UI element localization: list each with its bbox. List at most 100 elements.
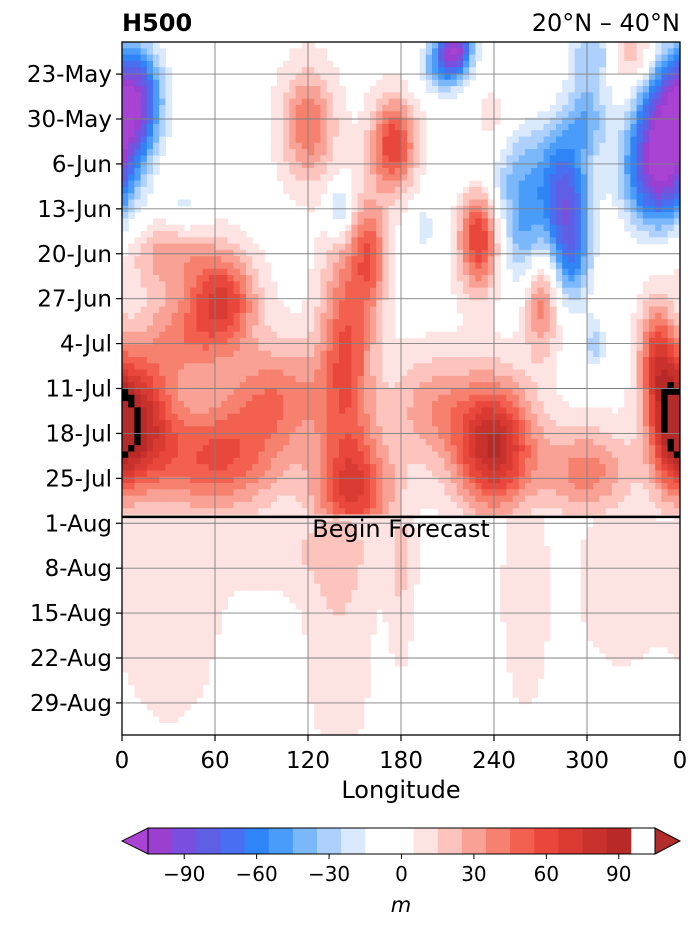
field-cell bbox=[605, 501, 613, 509]
field-cell bbox=[277, 413, 284, 421]
field-cell bbox=[376, 105, 383, 112]
field-cell bbox=[481, 501, 489, 509]
field-cell bbox=[270, 483, 278, 490]
field-cell bbox=[264, 306, 272, 314]
field-cell bbox=[649, 312, 656, 320]
field-cell bbox=[611, 438, 619, 446]
field-cell bbox=[655, 136, 662, 144]
field-cell bbox=[382, 123, 390, 131]
field-cell bbox=[419, 237, 427, 245]
field-cell bbox=[289, 73, 297, 81]
field-cell bbox=[382, 218, 390, 226]
field-cell bbox=[599, 161, 607, 169]
field-cell bbox=[289, 363, 297, 371]
field-cell bbox=[128, 483, 135, 490]
field-cell bbox=[196, 489, 204, 497]
field-cell bbox=[388, 149, 396, 156]
field-cell bbox=[456, 476, 464, 484]
field-cell bbox=[153, 48, 160, 56]
field-cell bbox=[221, 312, 228, 320]
field-cell bbox=[655, 470, 662, 478]
field-cell bbox=[146, 457, 154, 465]
field-cell bbox=[487, 344, 495, 352]
field-cell bbox=[252, 294, 259, 301]
field-cell bbox=[432, 445, 439, 453]
field-cell bbox=[500, 501, 507, 509]
field-cell bbox=[549, 420, 557, 427]
field-cell bbox=[419, 489, 427, 497]
field-cell bbox=[339, 92, 346, 100]
field-cell bbox=[661, 306, 669, 314]
field-cell bbox=[270, 369, 278, 377]
field-cell bbox=[611, 123, 619, 131]
field-cell bbox=[463, 42, 470, 49]
field-cell bbox=[401, 105, 408, 112]
field-cell bbox=[636, 489, 644, 497]
field-cell bbox=[320, 508, 328, 516]
field-cell bbox=[636, 495, 644, 503]
field-cell bbox=[543, 432, 551, 440]
field-cell bbox=[301, 105, 309, 112]
field-cell bbox=[320, 130, 328, 138]
field-cell bbox=[537, 275, 545, 282]
field-cell bbox=[537, 237, 545, 245]
field-cell bbox=[165, 382, 173, 390]
field-cell bbox=[177, 224, 185, 232]
field-cell bbox=[351, 174, 359, 182]
field-cell bbox=[661, 294, 669, 301]
field-cell bbox=[487, 350, 495, 358]
field-cell bbox=[190, 338, 197, 345]
field-cell bbox=[667, 224, 675, 232]
field-cell bbox=[171, 319, 179, 327]
field-cell bbox=[233, 237, 241, 245]
field-cell bbox=[593, 325, 600, 333]
field-cell bbox=[401, 483, 408, 490]
field-cell bbox=[363, 438, 371, 446]
field-cell bbox=[525, 483, 532, 490]
field-cell bbox=[419, 464, 427, 471]
field-cell bbox=[258, 357, 266, 364]
field-cell bbox=[159, 508, 166, 516]
field-cell bbox=[264, 382, 272, 390]
field-cell bbox=[394, 155, 402, 163]
field-cell bbox=[661, 331, 669, 339]
field-cell bbox=[382, 294, 390, 301]
field-cell bbox=[518, 369, 526, 377]
field-cell bbox=[339, 495, 346, 503]
field-cell bbox=[277, 464, 284, 471]
field-cell bbox=[146, 149, 154, 156]
field-cell bbox=[401, 350, 408, 358]
field-cell bbox=[630, 42, 638, 49]
field-cell bbox=[140, 319, 148, 327]
field-cell bbox=[332, 432, 340, 440]
field-cell bbox=[295, 357, 303, 364]
field-cell bbox=[270, 375, 278, 383]
field-cell bbox=[134, 401, 142, 408]
field-cell bbox=[481, 268, 489, 276]
field-cell bbox=[673, 495, 680, 503]
field-cell bbox=[128, 445, 135, 453]
field-cell bbox=[289, 54, 297, 62]
field-cell bbox=[463, 394, 470, 402]
field-cell bbox=[611, 117, 619, 125]
field-cell bbox=[295, 363, 303, 371]
field-cell bbox=[233, 464, 241, 471]
field-cell bbox=[649, 212, 656, 219]
field-cell bbox=[258, 394, 266, 402]
field-cell bbox=[543, 501, 551, 509]
field-cell bbox=[537, 325, 545, 333]
field-cell bbox=[568, 464, 576, 471]
field-cell bbox=[357, 363, 365, 371]
field-cell bbox=[549, 212, 557, 219]
field-cell bbox=[518, 388, 526, 396]
field-cell bbox=[153, 73, 160, 81]
field-cell bbox=[246, 294, 253, 301]
field-cell bbox=[196, 407, 204, 415]
field-cell bbox=[171, 369, 179, 377]
field-cell bbox=[444, 457, 452, 465]
field-cell bbox=[568, 275, 576, 282]
field-cell bbox=[345, 470, 352, 478]
field-cell bbox=[388, 142, 396, 150]
field-cell bbox=[568, 268, 576, 276]
field-cell bbox=[177, 344, 185, 352]
